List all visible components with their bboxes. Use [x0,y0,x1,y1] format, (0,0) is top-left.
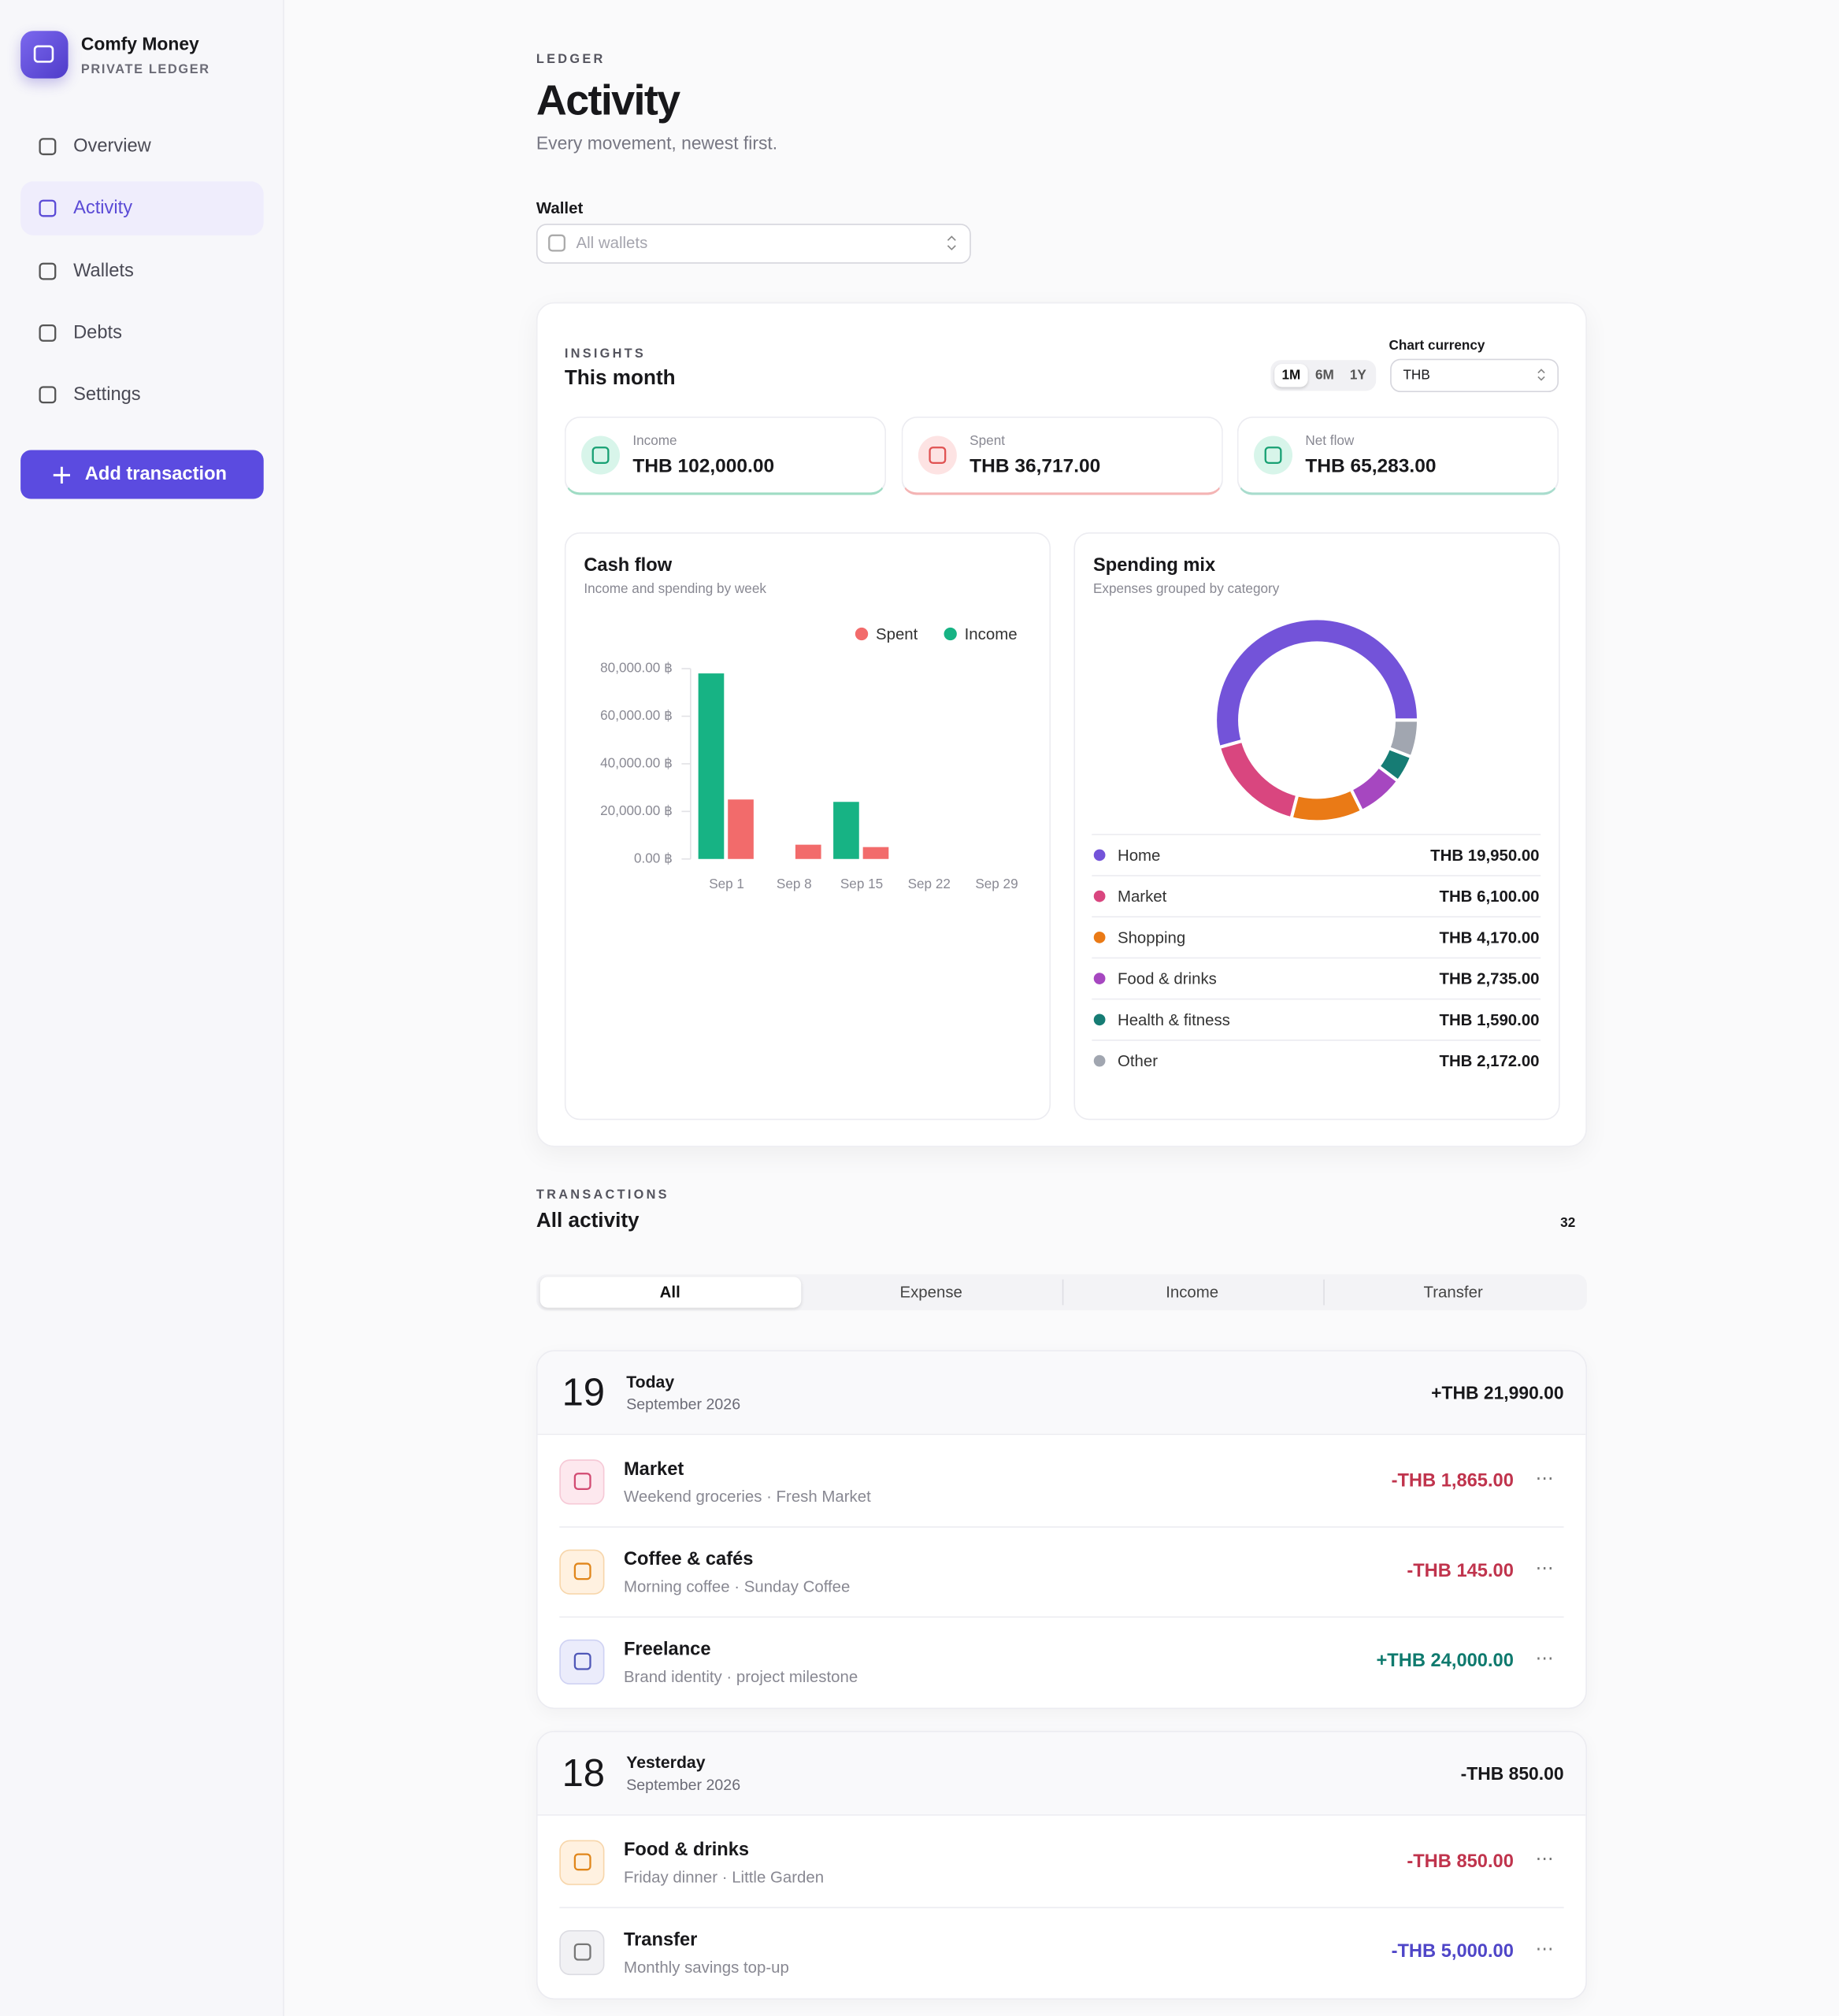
category-icon [559,1639,605,1685]
day-header [537,1732,1586,1816]
day-total: -THB 850.00 [1460,1762,1564,1784]
category-icon [559,1840,605,1885]
transaction-detail: Brand identity · project milestone [623,1667,858,1686]
nav-item[interactable]: Debts [73,322,122,343]
day-month: September 2026 [626,1775,741,1794]
stat-icon [581,435,621,475]
chart-subtitle: Expenses grouped by category [1092,580,1280,596]
day-total: +THB 21,990.00 [1431,1382,1564,1403]
transaction-amount: -THB 1,865.00 [1391,1471,1514,1492]
wallet-select[interactable] [536,224,971,264]
row-divider [559,1526,1564,1528]
currency-select[interactable] [1390,358,1559,393]
nav-item[interactable]: Wallets [73,261,134,282]
stat-value: THB 65,283.00 [1305,454,1437,476]
transaction-detail: Weekend groceries · Fresh Market [623,1488,871,1506]
day-month: September 2026 [626,1394,741,1413]
spending-panel [1073,532,1560,1121]
range-option[interactable]: 1Y [1349,367,1366,383]
transaction-amount: -THB 5,000.00 [1391,1941,1514,1962]
row-menu[interactable]: ⋯ [1535,1467,1554,1488]
eyebrow: LEDGER [536,52,606,67]
tab[interactable]: Transfer [1423,1283,1483,1302]
count-badge: 32 [1560,1214,1576,1230]
chart-title: Cash flow [584,555,673,576]
add-transaction-label: Add transaction [84,464,227,485]
row-menu[interactable]: ⋯ [1535,1847,1554,1869]
page-subtitle: Every movement, newest first. [536,132,778,154]
page-title: Activity [536,76,680,124]
nav-item[interactable]: Activity [73,198,133,219]
day-header [537,1351,1586,1436]
sidebar [0,0,284,2016]
category-icon [559,1549,605,1595]
transaction-amount: -THB 145.00 [1407,1561,1514,1582]
stat-icon [1254,435,1293,475]
wallet-label: Wallet [536,199,584,217]
tab-active [539,1277,802,1308]
transaction-detail: Morning coffee · Sunday Coffee [623,1577,851,1596]
tab-divider [1323,1279,1325,1306]
day-label: Yesterday [626,1752,706,1773]
logo [20,31,69,79]
range-option[interactable]: 1M [1281,367,1301,383]
tab[interactable]: Income [1166,1283,1219,1302]
tab-divider [1062,1279,1064,1306]
transaction-title[interactable]: Coffee & cafés [623,1549,754,1570]
currency-value: THB [1403,367,1430,383]
nav-item[interactable]: Settings [73,384,141,406]
chart-title: Spending mix [1092,555,1216,576]
app-tagline: PRIVATE LEDGER [80,63,210,77]
transaction-detail: Monthly savings top-up [623,1958,789,1977]
section-title: All activity [536,1210,640,1232]
category-icon [559,1929,605,1976]
stat-value: THB 36,717.00 [970,454,1101,476]
row-menu[interactable]: ⋯ [1535,1647,1554,1668]
section-eyebrow: TRANSACTIONS [536,1188,669,1203]
day-number: 18 [562,1752,606,1796]
tab[interactable]: Expense [899,1283,962,1302]
wallet-value: All wallets [576,234,648,253]
stat-icon [918,435,957,475]
transaction-title[interactable]: Market [623,1459,684,1480]
transaction-detail: Friday dinner · Little Garden [623,1868,825,1887]
stat-label: Spent [970,432,1006,449]
transaction-title[interactable]: Freelance [623,1639,711,1661]
day-label: Today [626,1372,675,1392]
category-icon [559,1459,605,1505]
nav-item[interactable]: Overview [73,136,151,158]
app-name: Comfy Money [80,33,199,54]
stat-value: THB 102,000.00 [632,454,775,476]
tab[interactable]: All [659,1283,680,1302]
currency-label: Chart currency [1389,337,1485,354]
chart-subtitle: Income and spending by week [584,580,766,596]
day-number: 19 [562,1372,606,1415]
insights-title: This month [564,368,676,390]
row-menu[interactable]: ⋯ [1535,1557,1554,1578]
insights-eyebrow: INSIGHTS [564,346,647,361]
transaction-amount: +THB 24,000.00 [1376,1651,1514,1672]
nav-active-bg [20,181,264,235]
stat-label: Income [632,432,677,449]
row-divider [559,1616,1564,1618]
range-active [1274,364,1308,387]
stat-label: Net flow [1305,432,1355,449]
range-option[interactable]: 6M [1314,367,1334,383]
transaction-amount: -THB 850.00 [1407,1851,1514,1873]
cashflow-panel [564,532,1051,1121]
transaction-title[interactable]: Transfer [623,1929,698,1951]
row-menu[interactable]: ⋯ [1535,1937,1554,1959]
transaction-title[interactable]: Food & drinks [623,1840,750,1861]
row-divider [559,1907,1564,1909]
